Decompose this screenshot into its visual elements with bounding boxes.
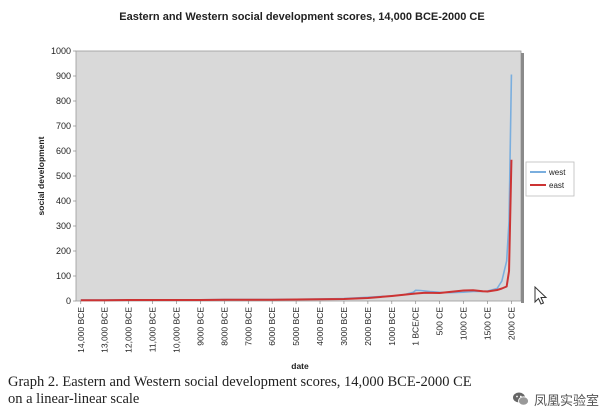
y-tick-label: 900 xyxy=(56,71,71,81)
x-tick-label: 1000 CE xyxy=(459,307,469,340)
watermark-text: 凤凰实验室 xyxy=(534,393,600,409)
y-tick-label: 700 xyxy=(56,121,71,131)
x-tick-label: 8000 BCE xyxy=(219,307,229,346)
x-tick-label: 2000 CE xyxy=(506,307,516,340)
x-tick-label: 9000 BCE xyxy=(195,307,205,346)
x-tick-label: 1000 BCE xyxy=(387,307,397,346)
x-tick-label: 3000 BCE xyxy=(339,307,349,346)
x-tick-label: 1500 CE xyxy=(483,307,493,340)
x-tick-label: 1 BCE/CE xyxy=(411,307,421,346)
y-tick-label: 600 xyxy=(56,146,71,156)
x-tick-label: 14,000 BCE xyxy=(76,307,86,353)
plot-edge-shadow xyxy=(521,53,524,303)
y-axis-label: social development xyxy=(36,136,46,215)
x-tick-label: 500 CE xyxy=(435,307,445,336)
y-tick-label: 100 xyxy=(56,271,71,281)
caption-line-2: on a linear-linear scale xyxy=(8,391,140,407)
mouse-pointer-icon xyxy=(534,286,548,305)
legend-label-west: west xyxy=(548,168,566,177)
x-tick-label: 10,000 BCE xyxy=(171,307,181,353)
x-tick-label: 12,000 BCE xyxy=(124,307,134,353)
x-tick-label: 11,000 BCE xyxy=(148,307,158,353)
y-tick-label: 200 xyxy=(56,246,71,256)
y-tick-label: 300 xyxy=(56,221,71,231)
legend-box xyxy=(525,161,575,197)
y-tick-label: 1000 xyxy=(51,46,71,56)
x-tick-label: 4000 BCE xyxy=(315,307,325,346)
x-tick-label: 6000 BCE xyxy=(267,307,277,346)
x-tick-label: 5000 BCE xyxy=(291,307,301,346)
plot-area xyxy=(75,50,522,302)
legend: west east xyxy=(525,161,575,197)
chart: Eastern and Western social development s… xyxy=(36,11,575,370)
figure-caption: Graph 2. Eastern and Western social deve… xyxy=(8,374,528,408)
y-tick-label: 800 xyxy=(56,96,71,106)
x-tick-label: 7000 BCE xyxy=(243,307,253,346)
wechat-logo-icon xyxy=(513,392,529,406)
caption-line-1: Graph 2. Eastern and Western social deve… xyxy=(8,374,472,390)
x-tick-label: 13,000 BCE xyxy=(100,307,110,353)
y-tick-label: 500 xyxy=(56,171,71,181)
x-axis-ticks: 14,000 BCE 13,000 BCE 12,000 BCE 11,000 BCE… xyxy=(76,301,516,353)
x-tick-label: 2000 BCE xyxy=(363,307,373,346)
series-line-east xyxy=(80,159,513,302)
y-axis-ticks: 0 100 200 300 400 500 600 700 800 900 1000 xyxy=(51,46,76,306)
y-tick-label: 0 xyxy=(66,296,71,306)
x-axis-label: date xyxy=(291,361,309,370)
series-lines xyxy=(80,74,513,302)
watermark: 凤凰实验室 xyxy=(512,388,599,410)
y-tick-label: 400 xyxy=(56,196,71,206)
chart-title: Eastern and Western social development s… xyxy=(119,11,484,23)
legend-label-east: east xyxy=(549,181,565,190)
